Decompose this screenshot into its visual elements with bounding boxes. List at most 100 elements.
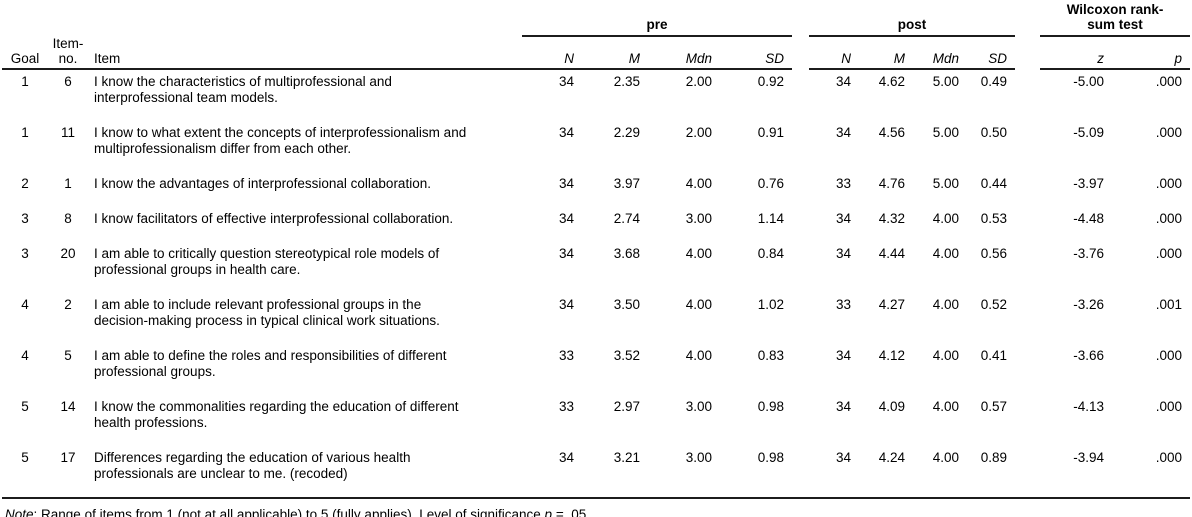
cell-post-sd: 0.56 [980,246,1008,261]
group-gap [792,36,809,69]
cell-pre-mdn: 3.00 [685,211,712,226]
table-row: 5 17 Differences regarding the education o… [2,446,1190,498]
note-significance-value: = .05 [552,507,587,517]
group-gap [1015,2,1040,36]
cell-pre-sd: 0.84 [757,246,785,261]
cell-post-m: 4.76 [878,176,906,191]
cell-item_no: 8 [64,211,72,226]
cell-post-mdn: 5.00 [932,74,960,89]
cell-item_no: 1 [64,176,72,191]
cell-goal: 4 [21,348,29,363]
cell-pre-mdn: 3.00 [685,399,712,414]
pre-mdn-column-header: Mdn [648,36,720,70]
cell-z: -3.26 [1073,297,1105,312]
cell-pre-mdn: 2.00 [685,74,712,89]
cell-item: I know the commonalities regarding the e… [94,399,459,430]
group-gap-cell [792,121,809,172]
item-no-column-header: Item- no. [48,36,88,70]
cell-goal: 3 [21,211,29,226]
cell-pre-n: 34 [558,297,574,312]
cell-post-sd: 0.52 [980,297,1008,312]
group-gap-cell [792,242,809,293]
note-label: Note [5,507,34,517]
cell-item_no: 5 [64,348,72,363]
cell-item_no: 14 [60,399,76,414]
cell-post-mdn: 4.00 [932,297,960,312]
cell-pre-mdn: 4.00 [685,348,712,363]
pre-sd-column-header: SD [720,36,793,70]
cell-item_no: 6 [64,74,72,89]
note-p-symbol: p [544,507,553,517]
cell-pre-m: 3.52 [613,348,640,363]
p-column-header: p [1112,36,1191,70]
cell-item: I know the characteristics of multiprofe… [94,74,392,105]
cell-p: .000 [1155,74,1183,89]
group-gap-cell [1015,293,1040,344]
cell-post-n: 34 [835,348,852,363]
cell-pre-m: 3.21 [613,450,640,465]
cell-pre-m: 2.97 [613,399,640,414]
cell-pre-n: 33 [558,399,574,414]
cell-pre-sd: 1.14 [757,211,785,226]
group-gap-cell [1015,207,1040,242]
table-note: Note: Range of items from 1 (not at all … [2,499,1192,517]
group-gap-cell [792,172,809,207]
cell-post-mdn: 4.00 [932,450,960,465]
cell-pre-sd: 0.83 [757,348,785,363]
group-gap-cell [792,207,809,242]
cell-pre-n: 34 [558,176,574,191]
cell-post-n: 34 [835,399,852,414]
cell-post-sd: 0.89 [980,450,1008,465]
cell-post-mdn: 4.00 [932,246,960,261]
group-gap-cell [1015,344,1040,395]
group-gap-cell [792,69,809,121]
results-table: pre post Wilcoxon rank- sum test Goal It… [2,2,1191,499]
cell-post-m: 4.44 [878,246,906,261]
cell-pre-m: 2.35 [613,74,640,89]
post-mdn-column-header: Mdn [913,36,968,70]
cell-post-n: 34 [835,74,852,89]
table-row: 1 6 I know the characteristics of multipro… [2,69,1190,121]
cell-pre-n: 34 [558,74,574,89]
cell-post-mdn: 4.00 [932,348,960,363]
item-column-header: Item [88,36,522,70]
table-header: pre post Wilcoxon rank- sum test Goal It… [2,2,1191,70]
cell-pre-sd: 1.02 [757,297,785,312]
pre-n-column-header: N [522,36,582,70]
cell-pre-n: 33 [558,348,574,363]
cell-item_no: 11 [60,125,75,140]
note-text: : Range of items from 1 (not at all appl… [33,507,545,517]
cell-pre-mdn: 2.00 [685,125,712,140]
table-body: 1 6 I know the characteristics of multipro… [2,69,1190,498]
cell-z: -3.97 [1073,176,1105,191]
table-row: 2 1 I know the advantages of interprofessi… [2,172,1190,207]
cell-z: -3.66 [1073,348,1105,363]
cell-p: .000 [1155,246,1183,261]
cell-z: -4.48 [1073,211,1105,226]
group-gap-cell [1015,446,1040,498]
cell-item: Differences regarding the education of v… [94,450,411,481]
cell-item: I know to what extent the concepts of in… [94,125,467,156]
cell-pre-sd: 0.98 [757,450,785,465]
group-gap-cell [1015,242,1040,293]
cell-post-sd: 0.41 [980,348,1008,363]
group-gap-cell [792,293,809,344]
cell-item_no: 17 [60,450,76,465]
group-gap [1015,36,1040,69]
cell-post-m: 4.56 [878,125,906,140]
cell-post-mdn: 5.00 [932,176,960,191]
cell-post-n: 33 [835,176,852,191]
cell-pre-n: 34 [558,246,574,261]
cell-item_no: 2 [64,297,72,312]
cell-item_no: 20 [60,246,76,261]
cell-goal: 4 [21,297,29,312]
cell-post-mdn: 4.00 [932,399,960,414]
spanner-blank [2,2,522,36]
cell-goal: 5 [21,399,29,414]
cell-goal: 2 [21,176,29,191]
column-header-row: Goal Item- no. Item N M Mdn SD N M Mdn S… [2,36,1191,70]
cell-goal: 1 [21,125,29,140]
cell-post-m: 4.24 [878,450,906,465]
group-gap-cell [792,395,809,446]
group-gap-cell [1015,69,1040,121]
